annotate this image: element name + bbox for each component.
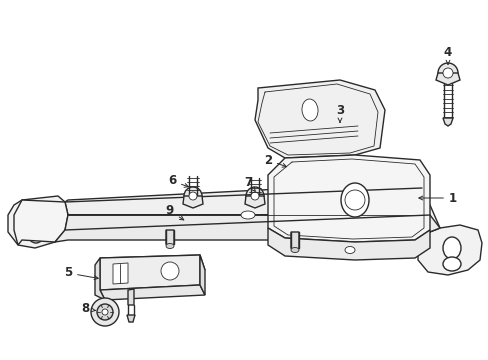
Circle shape <box>183 187 202 205</box>
Text: 5: 5 <box>64 266 98 280</box>
Polygon shape <box>55 215 439 242</box>
Polygon shape <box>165 230 174 248</box>
Ellipse shape <box>290 248 298 252</box>
Polygon shape <box>183 196 203 208</box>
Polygon shape <box>267 228 429 260</box>
Polygon shape <box>442 118 452 126</box>
Polygon shape <box>200 255 204 295</box>
Ellipse shape <box>442 257 460 271</box>
Polygon shape <box>254 80 384 158</box>
Polygon shape <box>14 200 439 245</box>
Polygon shape <box>95 258 105 300</box>
Circle shape <box>250 192 259 200</box>
Text: 9: 9 <box>165 204 183 220</box>
Text: 4: 4 <box>443 45 451 64</box>
Circle shape <box>102 309 108 315</box>
Circle shape <box>189 192 197 200</box>
Polygon shape <box>290 232 298 252</box>
Polygon shape <box>128 289 134 305</box>
Polygon shape <box>65 182 421 215</box>
Circle shape <box>442 68 452 78</box>
Polygon shape <box>100 255 204 273</box>
Ellipse shape <box>345 247 354 253</box>
Text: 8: 8 <box>81 302 95 315</box>
Polygon shape <box>100 255 200 290</box>
Circle shape <box>437 63 457 83</box>
Ellipse shape <box>340 183 368 217</box>
Circle shape <box>91 298 119 326</box>
Ellipse shape <box>442 237 460 259</box>
Circle shape <box>97 304 113 320</box>
Ellipse shape <box>28 225 44 243</box>
Polygon shape <box>127 315 135 322</box>
Polygon shape <box>113 263 128 284</box>
Circle shape <box>161 262 179 280</box>
Text: 2: 2 <box>264 153 286 167</box>
Ellipse shape <box>302 99 317 121</box>
Ellipse shape <box>241 211 254 219</box>
Circle shape <box>345 190 364 210</box>
Text: 3: 3 <box>335 104 344 122</box>
Circle shape <box>245 187 264 205</box>
Text: 7: 7 <box>244 176 255 191</box>
Text: 1: 1 <box>418 192 456 204</box>
Polygon shape <box>100 285 204 300</box>
Polygon shape <box>435 73 459 85</box>
Ellipse shape <box>165 243 174 248</box>
Ellipse shape <box>28 203 44 225</box>
Polygon shape <box>8 196 68 248</box>
Polygon shape <box>267 155 429 242</box>
Polygon shape <box>244 196 264 208</box>
Text: 6: 6 <box>167 175 188 188</box>
Polygon shape <box>417 225 481 275</box>
